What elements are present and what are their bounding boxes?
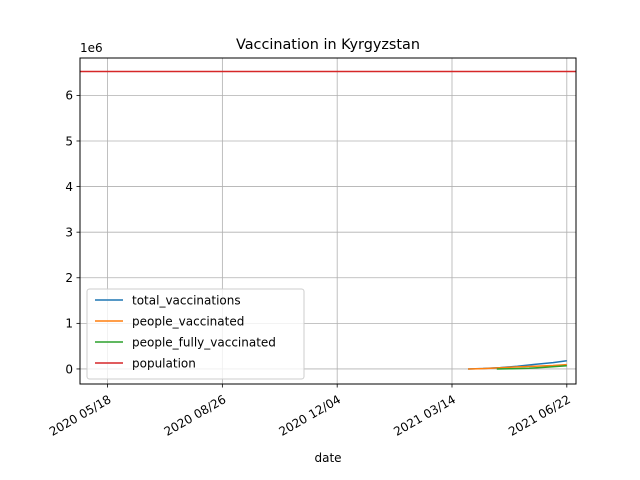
legend-label: people_fully_vaccinated [132, 335, 276, 349]
plot-frame [79, 57, 577, 385]
y-offset-label: 1e6 [80, 41, 103, 55]
y-tick-label: 3 [65, 225, 73, 239]
series-line-people-fully-vaccinated [496, 365, 567, 370]
y-tick-label: 1 [65, 317, 73, 331]
chart-title: Vaccination in Kyrgyzstan [236, 37, 420, 53]
legend-label: population [132, 356, 196, 370]
y-tick-label: 6 [65, 89, 73, 103]
legend-box [86, 288, 305, 380]
legend-label: total_vaccinations [132, 293, 241, 307]
grid [80, 58, 576, 384]
y-tick-label: 5 [65, 134, 73, 148]
legend-label: people_vaccinated [132, 314, 244, 328]
series-line-people-vaccinated [468, 363, 567, 370]
y-tick-label: 4 [65, 180, 73, 194]
y-tick-label: 0 [65, 362, 73, 376]
legend: total_vaccinations people_vaccinatedpeopl… [86, 288, 305, 380]
y-tick-label: 2 [65, 271, 73, 285]
series-layer [80, 70, 576, 370]
x-axis-label: date [314, 451, 341, 465]
